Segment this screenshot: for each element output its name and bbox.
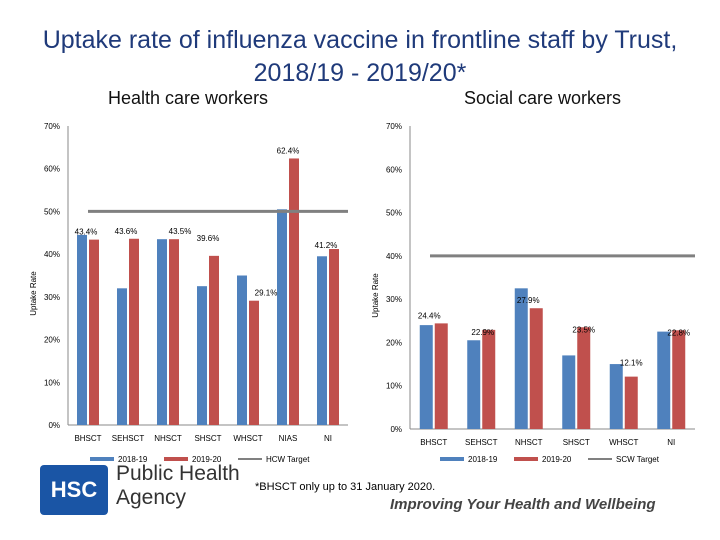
scw-x-tick-label: SHSCT bbox=[563, 438, 590, 447]
hcw-bar-2018-19 bbox=[197, 286, 207, 425]
scw-y-tick-label: 20% bbox=[386, 338, 402, 347]
scw-x-tick-label: NHSCT bbox=[515, 438, 543, 447]
scw-y-axis-label: Uptake Rate bbox=[371, 273, 380, 318]
scw-y-tick-label: 50% bbox=[386, 209, 402, 218]
hcw-bar-2019-20 bbox=[169, 239, 179, 425]
hcw-bar-2018-19 bbox=[277, 209, 287, 425]
logo-line-2: Agency bbox=[116, 486, 187, 509]
scw-data-label: 23.5% bbox=[572, 325, 595, 334]
hcw-bar-2019-20 bbox=[249, 300, 259, 425]
hcw-data-label: 41.2% bbox=[315, 241, 338, 250]
scw-y-tick-label: 70% bbox=[386, 122, 402, 131]
scw-bar-2018-19 bbox=[657, 331, 671, 429]
hcw-y-tick-label: 40% bbox=[44, 250, 60, 259]
scw-data-label: 27.9% bbox=[517, 296, 540, 305]
scw-legend-label-target: SCW Target bbox=[616, 455, 660, 464]
hcw-data-label: 43.5% bbox=[169, 227, 192, 236]
hcw-data-label: 29.1% bbox=[255, 289, 278, 298]
social-care-subtitle: Social care workers bbox=[464, 88, 622, 108]
hcw-legend-label-2018-19: 2018-19 bbox=[118, 455, 148, 464]
scw-bar-2019-20 bbox=[624, 376, 638, 429]
hcw-y-axis-label: Uptake Rate bbox=[29, 271, 38, 316]
hcw-bar-2019-20 bbox=[289, 158, 299, 425]
hcw-y-tick-label: 60% bbox=[44, 165, 60, 174]
scw-bar-2019-20 bbox=[482, 329, 496, 429]
hcw-y-tick-label: 30% bbox=[44, 293, 60, 302]
scw-bar-2019-20 bbox=[434, 323, 448, 429]
hcw-bar-2019-20 bbox=[129, 238, 139, 425]
public-health-agency-logo-text: Public Health Agency bbox=[116, 462, 240, 510]
scw-y-tick-label: 60% bbox=[386, 165, 402, 174]
scw-y-tick-label: 0% bbox=[390, 425, 402, 434]
slide-title: Uptake rate of influenza vaccine in fron… bbox=[42, 26, 678, 87]
scw-bar-2018-19 bbox=[562, 355, 576, 429]
scw-bar-2019-20 bbox=[529, 308, 543, 429]
hcw-y-tick-label: 20% bbox=[44, 336, 60, 345]
scw-bar-2018-19 bbox=[514, 288, 528, 429]
hcw-x-tick-label: NHSCT bbox=[154, 434, 182, 443]
scw-x-tick-label: NI bbox=[667, 438, 675, 447]
hcw-bar-2018-19 bbox=[317, 256, 327, 425]
hcw-bar-2018-19 bbox=[237, 275, 247, 425]
hcw-y-tick-label: 0% bbox=[48, 421, 60, 430]
hcw-bar-2019-20 bbox=[89, 239, 99, 425]
hcw-x-tick-label: WHSCT bbox=[233, 434, 262, 443]
scw-bar-2018-19 bbox=[419, 325, 433, 429]
hcw-legend-label-2019-20: 2019-20 bbox=[192, 455, 222, 464]
hcw-data-label: 62.4% bbox=[277, 146, 300, 155]
footnote: *BHSCT only up to 31 January 2020. bbox=[255, 481, 436, 493]
scw-data-label: 24.4% bbox=[418, 311, 441, 320]
scw-y-tick-label: 40% bbox=[386, 252, 402, 261]
health-care-subtitle: Health care workers bbox=[108, 88, 269, 108]
scw-x-tick-label: BHSCT bbox=[420, 438, 447, 447]
hcw-legend-label-target: HCW Target bbox=[266, 455, 310, 464]
hcw-data-label: 43.4% bbox=[75, 228, 98, 237]
hcw-y-tick-label: 50% bbox=[44, 207, 60, 216]
hcw-bar-2018-19 bbox=[157, 239, 167, 425]
scw-legend-label-2019-20: 2019-20 bbox=[542, 455, 572, 464]
scw-bar-2019-20 bbox=[577, 327, 591, 429]
tagline: Improving Your Health and Wellbeing bbox=[390, 496, 656, 513]
hcw-bar-2018-19 bbox=[117, 288, 127, 425]
hcw-y-tick-label: 10% bbox=[44, 378, 60, 387]
scw-bar-2019-20 bbox=[672, 330, 686, 429]
scw-y-tick-label: 10% bbox=[386, 382, 402, 391]
scw-y-tick-label: 30% bbox=[386, 295, 402, 304]
scw-data-label: 22.8% bbox=[667, 328, 690, 337]
scw-x-tick-label: WHSCT bbox=[609, 438, 638, 447]
hcw-data-label: 43.6% bbox=[115, 227, 138, 236]
hcw-bar-2018-19 bbox=[77, 234, 87, 425]
scw-data-label: 22.9% bbox=[471, 328, 494, 337]
scw-data-label: 12.1% bbox=[620, 359, 643, 368]
hcw-x-tick-label: NIAS bbox=[279, 434, 298, 443]
hcw-x-tick-label: SEHSCT bbox=[112, 434, 145, 443]
hcw-x-tick-label: SHSCT bbox=[194, 434, 221, 443]
scw-bar-2018-19 bbox=[467, 340, 481, 429]
hcw-bar-2019-20 bbox=[209, 255, 219, 425]
hcw-bar-2019-20 bbox=[329, 249, 339, 425]
hcw-data-label: 39.6% bbox=[197, 234, 220, 243]
scw-bar-2018-19 bbox=[609, 364, 623, 429]
hcw-x-tick-label: BHSCT bbox=[74, 434, 101, 443]
hcw-x-tick-label: NI bbox=[324, 434, 332, 443]
logo-line-1: Public Health bbox=[116, 462, 240, 485]
scw-legend-label-2018-19: 2018-19 bbox=[468, 455, 498, 464]
hsc-logo: HSC bbox=[40, 465, 108, 515]
scw-x-tick-label: SEHSCT bbox=[465, 438, 498, 447]
hcw-y-tick-label: 70% bbox=[44, 122, 60, 131]
